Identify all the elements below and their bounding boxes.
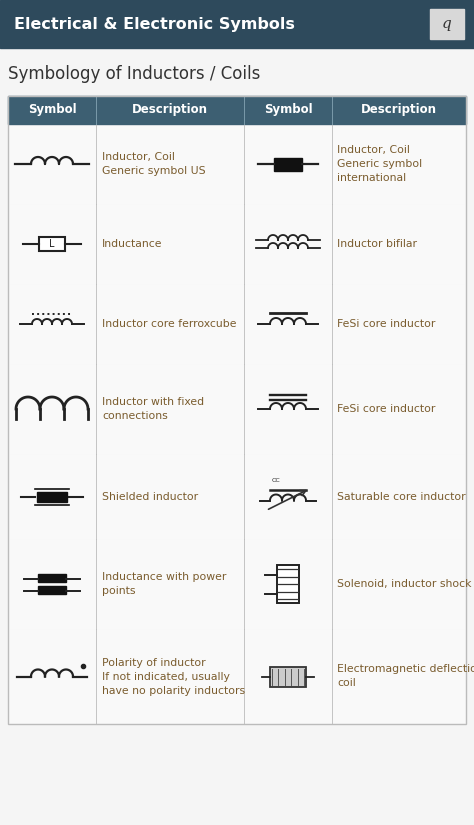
Text: Symbol: Symbol (264, 103, 312, 116)
Text: Inductance with power
points: Inductance with power points (102, 572, 227, 596)
Text: Saturable core inductor: Saturable core inductor (337, 492, 465, 502)
Text: Electrical & Electronic Symbols: Electrical & Electronic Symbols (14, 16, 295, 31)
Text: Solenoid, inductor shock: Solenoid, inductor shock (337, 579, 472, 589)
Bar (8, 96, 466, 124)
Text: Description: Description (132, 103, 208, 116)
Text: Inductor core ferroxcube: Inductor core ferroxcube (102, 319, 237, 329)
Bar (0, 0, 474, 48)
Bar (8, 454, 466, 539)
Text: Shielded inductor: Shielded inductor (102, 492, 198, 502)
Text: Symbol: Symbol (27, 103, 76, 116)
Text: Electromagnetic deflection
coil: Electromagnetic deflection coil (337, 664, 474, 689)
Bar (38, 574, 66, 582)
Bar (38, 586, 66, 594)
Text: FeSi core inductor: FeSi core inductor (337, 319, 436, 329)
Bar (8, 629, 466, 724)
Bar (274, 158, 302, 171)
Bar (430, 9, 464, 39)
Bar (8, 284, 466, 364)
Text: L: L (49, 239, 55, 249)
Bar (8, 539, 466, 629)
Bar (8, 364, 466, 454)
Text: Inductance: Inductance (102, 239, 163, 249)
Text: FeSi core inductor: FeSi core inductor (337, 404, 436, 414)
Bar (37, 492, 67, 502)
Text: Description: Description (361, 103, 437, 116)
Bar (8, 96, 466, 724)
Text: Symbology of Inductors / Coils: Symbology of Inductors / Coils (8, 65, 260, 83)
Text: CC: CC (272, 478, 281, 483)
Bar (277, 565, 299, 603)
Text: Inductor with fixed
connections: Inductor with fixed connections (102, 397, 204, 421)
Text: Inductor, Coil
Generic symbol
international: Inductor, Coil Generic symbol internatio… (337, 145, 422, 183)
Bar (270, 667, 306, 686)
Text: Polarity of inductor
If not indicated, usually
have no polarity inductors: Polarity of inductor If not indicated, u… (102, 658, 245, 695)
Bar (8, 204, 466, 284)
Text: Inductor bifilar: Inductor bifilar (337, 239, 417, 249)
Bar (39, 237, 65, 251)
Text: Inductor, Coil
Generic symbol US: Inductor, Coil Generic symbol US (102, 152, 206, 176)
Bar (8, 124, 466, 204)
Text: q: q (442, 17, 452, 31)
